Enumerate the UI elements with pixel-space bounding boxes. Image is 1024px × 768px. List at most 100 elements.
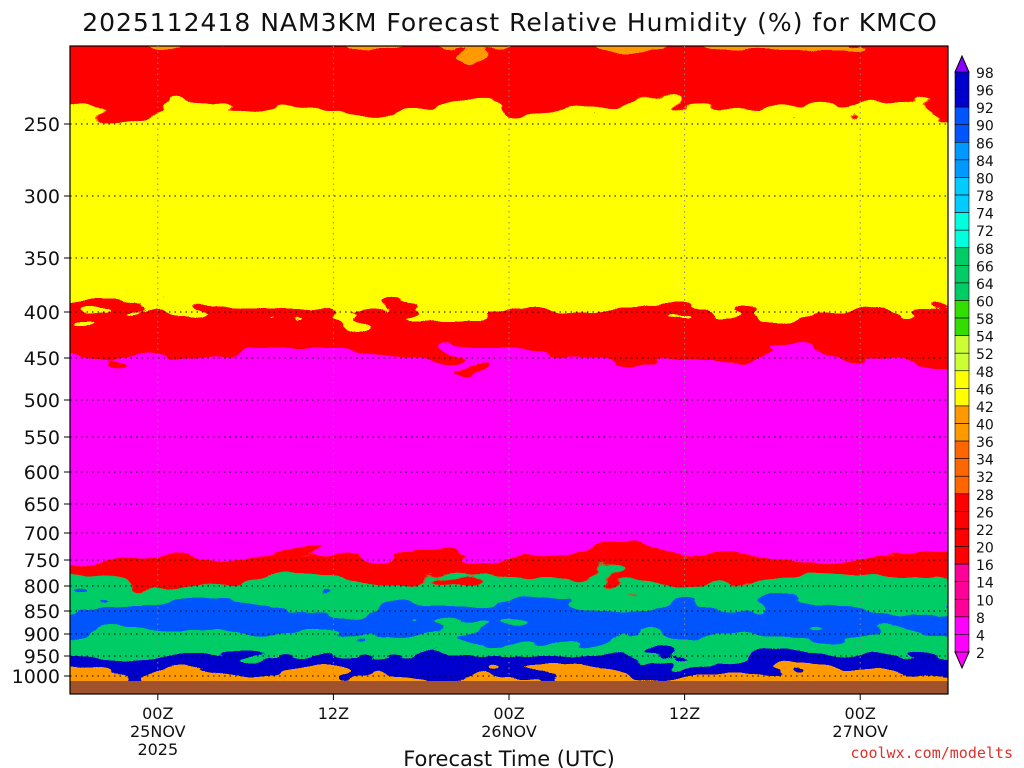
colorbar-label: 90: [976, 119, 994, 135]
colorbar-swatch: [954, 440, 970, 459]
colorbar-swatch: [954, 475, 970, 495]
colorbar-label: 46: [976, 382, 994, 398]
colorbar-label: 4: [976, 628, 985, 644]
colorbar-swatch: [954, 493, 970, 512]
x-tick-label: 12Z: [318, 704, 349, 723]
colorbar-swatch: [954, 71, 970, 90]
rh-layer: [70, 358, 948, 555]
y-tick-label: 950: [24, 646, 60, 668]
x-tick-label: 2025: [137, 740, 178, 759]
colorbar-label: 78: [976, 189, 994, 205]
colorbar-label: 14: [976, 576, 994, 592]
colorbar-label: 20: [976, 541, 994, 557]
colorbar-swatch: [954, 616, 970, 635]
colorbar-swatch: [954, 300, 970, 319]
y-tick-label: 850: [24, 601, 60, 623]
y-tick-label: 300: [24, 186, 60, 208]
colorbar-label: 96: [976, 84, 994, 100]
colorbar-label: 42: [976, 400, 994, 416]
colorbar-label: 48: [976, 365, 994, 381]
x-tick-label: 25NOV: [130, 722, 186, 741]
colorbar-label: 72: [976, 224, 994, 240]
colorbar-label: 22: [976, 523, 994, 539]
colorbar-label: 92: [976, 101, 994, 117]
colorbar-swatch: [954, 423, 970, 442]
colorbar-label: 86: [976, 136, 994, 152]
colorbar-swatch: [954, 405, 970, 424]
colorbar-label: 34: [976, 453, 994, 469]
colorbar-label: 2: [976, 646, 985, 662]
colorbar-label: 84: [976, 154, 994, 170]
colorbar-swatch: [954, 528, 970, 547]
colorbar-label: 32: [976, 470, 994, 486]
colorbar-label: 52: [976, 347, 994, 363]
y-tick-label: 550: [24, 427, 60, 449]
colorbar-label: 64: [976, 277, 994, 293]
y-tick-label: 400: [24, 302, 60, 324]
y-tick-label: 1000: [12, 666, 60, 688]
colorbar-swatch: [954, 212, 970, 231]
colorbar-swatch: [954, 177, 970, 196]
colorbar-swatch: [954, 546, 970, 565]
y-tick-label: 350: [24, 248, 60, 270]
colorbar-swatch: [954, 581, 970, 600]
colorbar-label: 40: [976, 418, 994, 434]
colorbar-label: 54: [976, 330, 994, 346]
y-tick-label: 250: [24, 114, 60, 136]
colorbar-label: 60: [976, 294, 994, 310]
colorbar-label: 16: [976, 558, 994, 574]
colorbar-label: 36: [976, 435, 994, 451]
colorbar-legend: 9896929086848078747268666460585452484642…: [954, 54, 994, 670]
colorbar-label: 8: [976, 611, 985, 627]
colorbar-label: 26: [976, 505, 994, 521]
colorbar-swatch: [954, 142, 970, 161]
y-tick-label: 900: [24, 624, 60, 646]
rh-layer: [70, 656, 948, 676]
colorbar-swatch: [954, 159, 970, 178]
colorbar-swatch: [954, 124, 970, 143]
colorbar-swatch: [954, 370, 970, 389]
colorbar-label: 74: [976, 207, 994, 223]
ground-strip: [70, 681, 948, 694]
colorbar-label: 98: [976, 66, 994, 82]
colorbar-swatch: [954, 106, 970, 126]
colorbar-label: 66: [976, 259, 994, 275]
rh-layer: [70, 108, 948, 313]
x-axis-label: Forecast Time (UTC): [403, 747, 615, 768]
colorbar-label: 80: [976, 171, 994, 187]
chart-title: 2025112418 NAM3KM Forecast Relative Humi…: [82, 8, 938, 37]
colorbar-top-arrow: [954, 54, 970, 73]
colorbar-swatch: [954, 317, 970, 336]
colorbar-swatch: [954, 458, 970, 477]
y-tick-label: 500: [24, 390, 60, 412]
colorbar-label: 10: [976, 593, 994, 609]
y-tick-label: 700: [24, 523, 60, 545]
watermark: coolwx.com/modelts: [850, 744, 1013, 762]
colorbar-swatch: [954, 388, 970, 407]
x-tick-label: 26NOV: [481, 722, 537, 741]
x-tick-label: 00Z: [142, 704, 173, 723]
colorbar-swatch: [954, 89, 970, 108]
colorbar-swatch: [954, 282, 970, 301]
rh-layer: [70, 312, 948, 358]
y-tick-label: 650: [24, 494, 60, 516]
colorbar-swatch: [954, 335, 970, 354]
colorbar-swatch: [954, 265, 970, 284]
x-tick-label: 12Z: [669, 704, 700, 723]
y-tick-label: 600: [24, 462, 60, 484]
colorbar-swatch: [954, 247, 970, 266]
rh-layer: [70, 46, 948, 109]
colorbar-bottom-arrow: [954, 651, 970, 670]
rh-layer: [70, 634, 948, 656]
y-tick-label: 800: [24, 576, 60, 598]
y-tick-label: 750: [24, 550, 60, 572]
x-tick-label: 27NOV: [832, 722, 888, 741]
y-tick-label: 450: [24, 348, 60, 370]
x-tick-label: 00Z: [493, 704, 524, 723]
colorbar-label: 68: [976, 242, 994, 258]
colorbar-swatch: [954, 511, 970, 530]
colorbar-swatch: [954, 634, 970, 653]
colorbar-swatch: [954, 352, 970, 372]
